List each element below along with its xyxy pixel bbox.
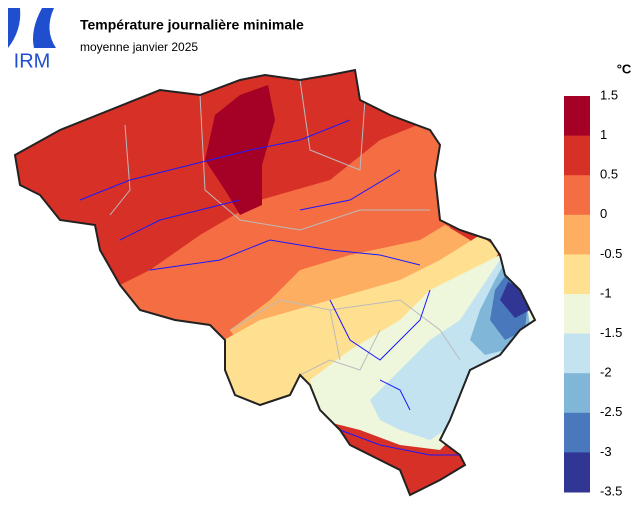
title: Température journalière minimale	[80, 17, 304, 33]
legend: °C 1.5 1 0.5 0 -0.5 -1 -1.5 -2 -2.5 -3 -3.5	[564, 61, 632, 498]
temperature-map	[15, 70, 535, 495]
legend-unit: °C	[617, 61, 632, 76]
legend-label: -3	[600, 444, 612, 459]
legend-label: -2	[600, 365, 612, 380]
legend-swatch	[564, 294, 590, 335]
subtitle: moyenne janvier 2025	[80, 40, 198, 54]
legend-label: -2.5	[600, 404, 622, 419]
legend-swatch	[564, 175, 590, 216]
legend-swatch	[564, 333, 590, 374]
logo-text: IRM	[14, 50, 51, 72]
legend-swatch	[564, 412, 590, 453]
legend-swatch	[564, 135, 590, 176]
province-border	[109, 79, 461, 376]
legend-label: 1	[600, 127, 607, 142]
legend-label: -0.5	[600, 246, 622, 261]
legend-label: -1.5	[600, 325, 622, 340]
zone	[200, 235, 500, 430]
zone	[205, 85, 275, 215]
legend-label: 1.5	[600, 87, 618, 102]
logo: IRM	[8, 8, 56, 72]
legend-label: -1	[600, 285, 612, 300]
legend-swatch	[564, 373, 590, 414]
legend-swatch	[564, 452, 590, 493]
legend-label: -3.5	[600, 483, 622, 498]
river	[79, 119, 460, 456]
logo-shape	[8, 8, 21, 48]
legend-swatch	[564, 254, 590, 295]
legend-label: 0.5	[600, 167, 618, 182]
legend-label: 0	[600, 206, 607, 221]
legend-swatch	[564, 96, 590, 137]
legend-swatch	[564, 214, 590, 255]
logo-shape	[33, 8, 56, 48]
